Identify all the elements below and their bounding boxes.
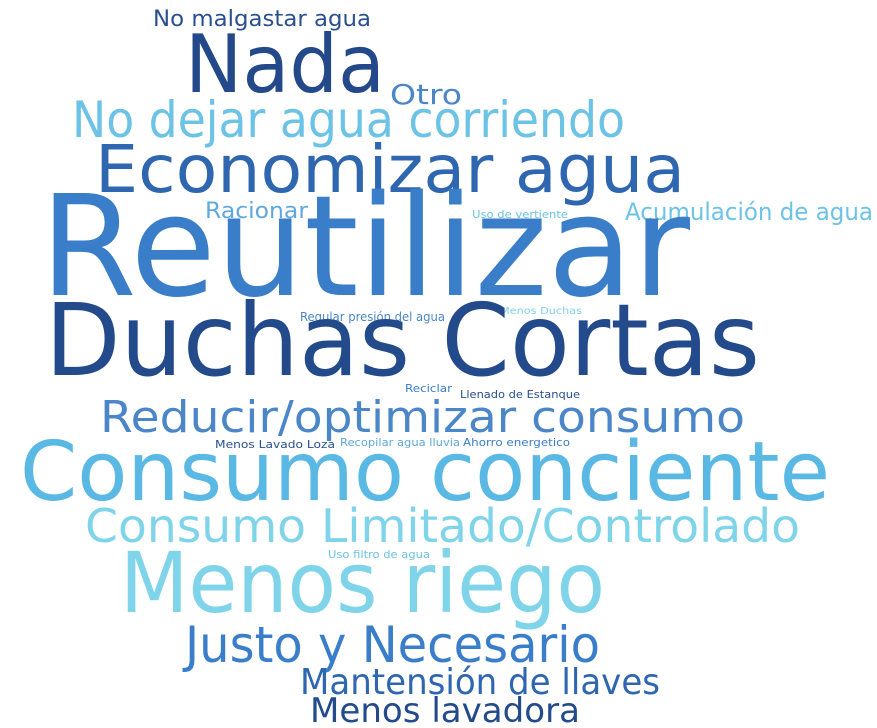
word: Otro xyxy=(390,78,462,111)
word: Regular presión del agua xyxy=(300,310,445,324)
word: Ahorro energetico xyxy=(463,436,570,449)
word: No dejar agua corriendo xyxy=(72,91,625,149)
word: No malgastar agua xyxy=(153,7,371,32)
word: Menos Duchas xyxy=(500,306,582,317)
word: Duchas Cortas xyxy=(45,282,760,399)
word: Reciclar xyxy=(405,382,453,395)
word: Mantensión de llaves xyxy=(300,662,660,703)
word: Justo y Necesario xyxy=(182,616,600,674)
word: Nada xyxy=(185,18,385,111)
word: Acumulación de agua xyxy=(625,198,873,226)
word: Racionar xyxy=(205,199,309,224)
word: Menos riego xyxy=(120,534,605,632)
word: Uso filtro de agua xyxy=(328,548,430,561)
word: Uso de vertiente xyxy=(472,208,568,221)
word: Reutilizar xyxy=(40,166,690,329)
word: Menos Lavado Loza xyxy=(215,438,335,451)
word: Llenado de Estanque xyxy=(460,388,580,401)
word: Reducir/optimizar consumo xyxy=(100,392,745,443)
word: Consumo Limitado/Controlado xyxy=(85,499,800,553)
word: Recopilar agua lluvia xyxy=(340,436,460,449)
word: Economizar agua xyxy=(95,131,685,208)
word: Consumo conciente xyxy=(20,425,830,520)
word: Menos lavadora xyxy=(310,691,580,728)
